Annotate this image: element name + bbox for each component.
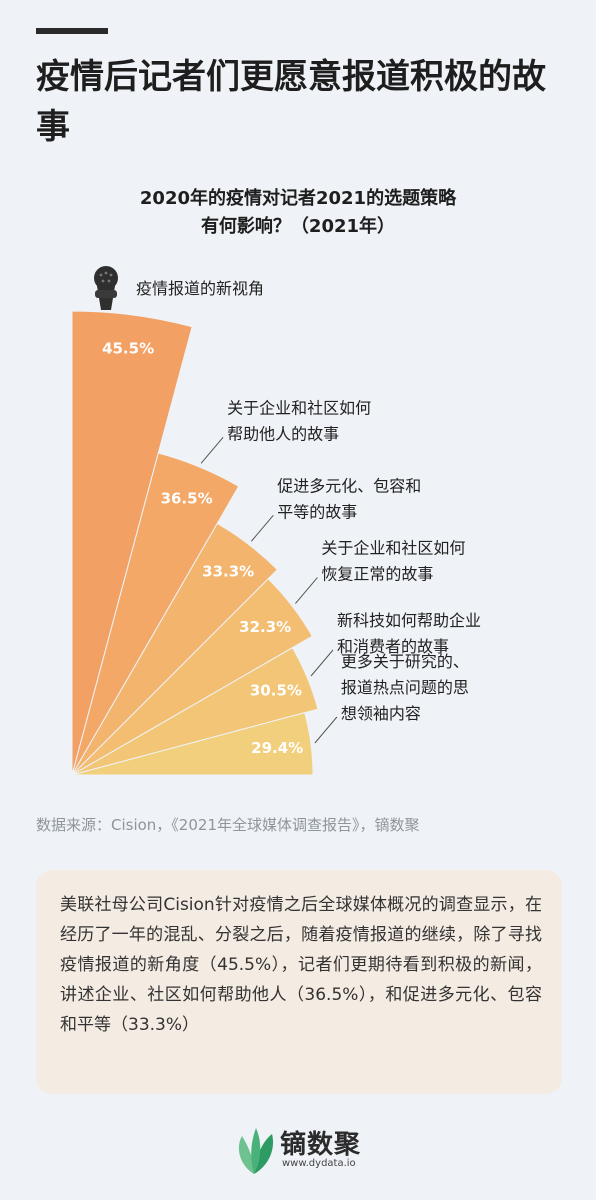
fan-sector [71, 452, 240, 776]
value-label: 45.5% [102, 340, 154, 358]
leader-line [310, 649, 334, 677]
category-label: 关于企业和社区如何 [227, 398, 371, 417]
fan-chart: 45.5%疫情报道的新视角36.5%关于企业和社区如何帮助他人的故事33.3%促… [71, 266, 481, 776]
fan-sector [71, 522, 279, 776]
category-label: 更多关于研究的、 [341, 652, 469, 671]
category-label: 恢复正常的故事 [321, 565, 433, 584]
value-label: 30.5% [250, 682, 302, 700]
chart-title-line1: 2020年的疫情对记者2021的选题策略 [139, 188, 457, 209]
category-label: 帮助他人的故事 [227, 424, 339, 443]
summary-text: 美联社母公司Cision针对疫情之后全球媒体概况的调查显示，在经历了一年的混乱、… [60, 895, 542, 1035]
logo-url: www.dydata.io [282, 1158, 356, 1169]
logo-name: 镝数聚 [280, 1130, 362, 1160]
category-label: 平等的故事 [277, 502, 357, 521]
microphone-icon [94, 266, 118, 310]
value-label: 29.4% [251, 739, 303, 757]
fan-sector [71, 647, 319, 776]
value-label: 32.3% [239, 618, 291, 636]
brand-logo: 镝数聚 www.dydata.io [232, 1124, 372, 1176]
category-label: 想领袖内容 [341, 704, 421, 723]
category-label: 关于企业和社区如何 [321, 539, 465, 558]
value-label: 33.3% [202, 563, 254, 581]
fan-sector [71, 711, 314, 776]
category-label: 报道热点问题的思 [341, 678, 469, 697]
leader-line [250, 514, 274, 542]
top-accent-bar [36, 28, 108, 34]
category-label: 疫情报道的新视角 [136, 279, 264, 298]
category-label: 促进多元化、包容和 [277, 476, 421, 495]
summary-card: 美联社母公司Cision针对疫情之后全球媒体概况的调查显示，在经历了一年的混乱、… [36, 870, 562, 1094]
leaf-icon [238, 1128, 274, 1174]
category-label: 新科技如何帮助企业 [337, 611, 481, 630]
page-headline: 疫情后记者们更愿意报道积极的故事 [36, 57, 546, 147]
data-source: 数据来源：Cision，《2021年全球媒体调查报告》，镝数聚 [36, 816, 420, 834]
fan-sector [71, 310, 193, 776]
value-label: 36.5% [161, 489, 213, 507]
chart-title-line2: 有何影响？（2021年） [200, 216, 396, 237]
category-label: 和消费者的故事 [337, 637, 449, 656]
leader-line [314, 716, 338, 744]
leader-line [295, 577, 318, 604]
leader-line [200, 436, 224, 464]
fan-sector [71, 578, 313, 776]
